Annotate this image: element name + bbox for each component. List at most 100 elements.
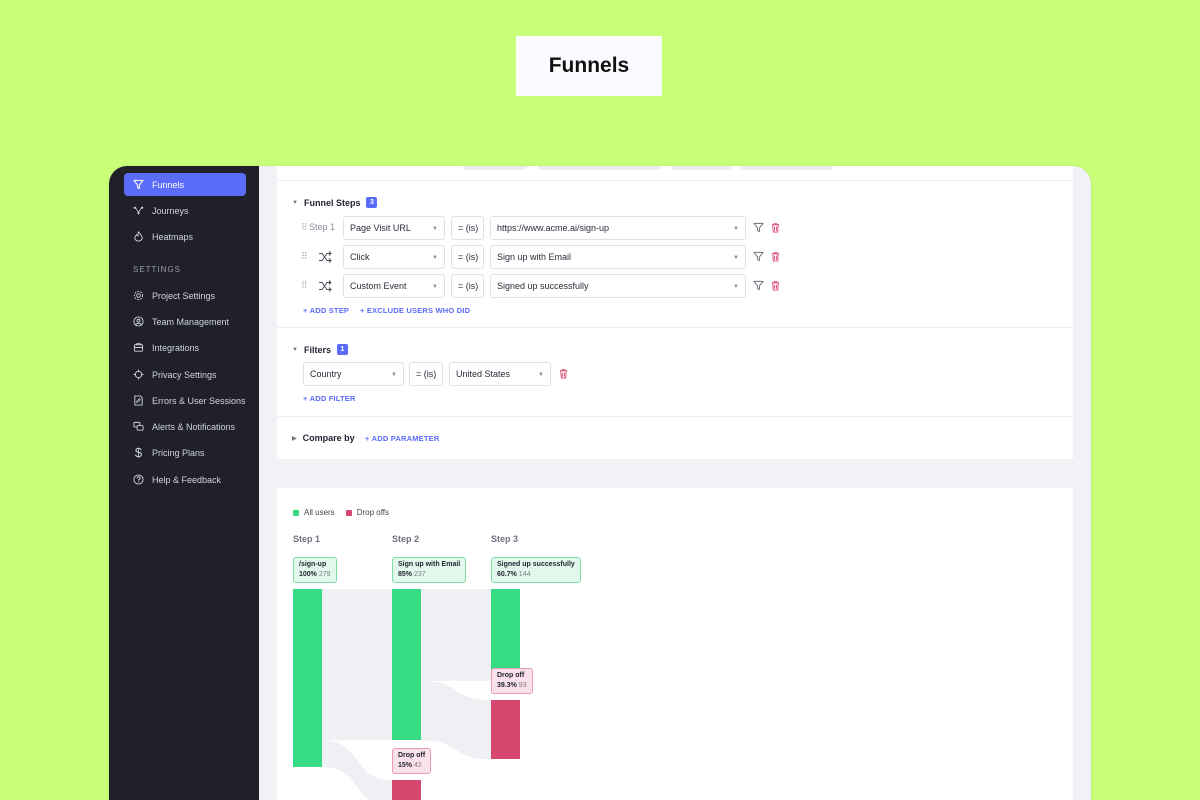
filter-icon[interactable]: [753, 222, 764, 233]
expand-caret-icon: ▶: [292, 435, 297, 442]
funnel-steps-header[interactable]: ▼ Funnel Steps 3: [292, 197, 378, 208]
select-value: Country: [310, 369, 342, 379]
journeys-icon: [133, 205, 144, 216]
step-column-label: Step 2: [392, 534, 420, 544]
step-value-select[interactable]: https://www.acme.ai/sign-up ▼: [490, 216, 746, 240]
filters-header[interactable]: ▼ Filters 1: [292, 344, 348, 355]
funnel-chart-panel: All users Drop offs Step 1 Step 2 Step 3…: [277, 488, 1073, 800]
step-operator-select[interactable]: = (is): [451, 216, 484, 240]
filter-property-select[interactable]: Country ▼: [303, 362, 404, 386]
chevron-down-icon: ▼: [733, 226, 739, 232]
funnel-steps-count-badge: 3: [366, 197, 378, 208]
shuffle-icon: [319, 251, 332, 263]
step-event-select[interactable]: Click ▼: [343, 245, 445, 269]
add-filter-link[interactable]: + ADD FILTER: [303, 394, 356, 403]
drag-handle-icon[interactable]: ⠿: [301, 251, 308, 261]
sidebar-item-label: Pricing Plans: [152, 447, 205, 458]
trash-icon[interactable]: [770, 222, 781, 233]
crosshair-icon: [133, 369, 144, 380]
user-circle-icon: [133, 316, 144, 327]
trash-icon[interactable]: [770, 280, 781, 291]
trash-icon[interactable]: [558, 368, 569, 379]
sidebar-item-alerts-notifications[interactable]: Alerts & Notifications: [124, 415, 246, 438]
sidebar-item-help-feedback[interactable]: Help & Feedback: [124, 468, 246, 491]
sidebar-item-privacy-settings[interactable]: Privacy Settings: [124, 363, 246, 386]
tab-strip-segment: [740, 166, 832, 170]
help-circle-icon: [133, 474, 144, 485]
dropoff-bar-step-3[interactable]: [491, 700, 520, 760]
sidebar-item-project-settings[interactable]: Project Settings: [124, 284, 246, 307]
step-operator-select[interactable]: = (is): [451, 245, 484, 269]
divider: [277, 327, 1073, 328]
settings-section-label: SETTINGS: [133, 265, 182, 274]
sidebar-item-errors-user-sessions[interactable]: Errors & User Sessions: [124, 389, 246, 412]
filters-title: Filters: [303, 344, 331, 355]
select-value: Click: [350, 252, 370, 262]
chevron-down-icon: ▼: [391, 372, 397, 378]
step-event-select[interactable]: Custom Event ▼: [343, 274, 445, 298]
drag-handle-icon[interactable]: ⠿: [301, 222, 308, 232]
tag-title: /sign-up: [299, 561, 327, 568]
chevron-down-icon: ▼: [432, 255, 438, 261]
tag-percent: 15%: [398, 762, 414, 769]
step-operator-select[interactable]: = (is): [451, 274, 484, 298]
filter-icon[interactable]: [753, 280, 764, 291]
sidebar-item-integrations[interactable]: Integrations: [124, 336, 246, 359]
select-value: = (is): [416, 369, 437, 379]
exclude-users-link[interactable]: + EXCLUDE USERS WHO DID: [360, 306, 471, 315]
dropoff-bar-step-2[interactable]: [392, 780, 421, 800]
dropoff-label-tag: Drop off 39.3% 93: [491, 668, 533, 694]
select-value: United States: [456, 369, 511, 379]
sidebar-item-label: Privacy Settings: [152, 369, 217, 380]
sidebar-item-label: Team Management: [152, 316, 230, 327]
legend-swatch-drop-offs: [345, 509, 352, 516]
sidebar-item-heatmaps[interactable]: Heatmaps: [124, 225, 246, 248]
divider: [277, 416, 1073, 417]
app-window: Funnels Journeys Heatmaps SETTINGS Proje…: [109, 166, 1091, 800]
chevron-down-icon: ▼: [733, 255, 739, 261]
step-value-select[interactable]: Signed up successfully ▼: [490, 274, 746, 298]
step-label-tag: /sign-up 100% 279: [293, 557, 337, 583]
select-value: Custom Event: [350, 281, 407, 291]
tag-count: 279: [318, 571, 331, 578]
sidebar: Funnels Journeys Heatmaps SETTINGS Proje…: [109, 166, 259, 800]
select-value: = (is): [458, 223, 479, 233]
compare-by-header[interactable]: ▶ Compare by: [292, 433, 355, 443]
funnel-bar-step-3[interactable]: [491, 589, 520, 681]
divider: [277, 180, 1073, 181]
sidebar-item-label: Journeys: [152, 205, 189, 216]
collapse-caret-icon: ▼: [292, 199, 298, 206]
filter-value-select[interactable]: United States ▼: [449, 362, 551, 386]
sidebar-item-label: Errors & User Sessions: [152, 395, 246, 406]
filter-operator-select[interactable]: = (is): [409, 362, 443, 386]
add-step-link[interactable]: + ADD STEP: [303, 306, 350, 315]
funnel-bar-step-1[interactable]: [293, 589, 322, 767]
chevron-down-icon: ▼: [432, 226, 438, 232]
sidebar-item-team-management[interactable]: Team Management: [124, 310, 246, 333]
tag-stats: 15% 42: [398, 761, 425, 771]
legend-drop-offs: Drop offs: [356, 508, 389, 517]
page-title-card: Funnels: [516, 36, 662, 96]
trash-icon[interactable]: [770, 251, 781, 262]
funnel-steps-title: Funnel Steps: [303, 197, 361, 208]
sidebar-item-funnels[interactable]: Funnels: [124, 173, 246, 196]
add-parameter-link[interactable]: + ADD PARAMETER: [365, 434, 440, 443]
funnel-bar-step-2[interactable]: [392, 589, 421, 741]
gear-icon: [133, 290, 144, 301]
tag-count: 237: [413, 571, 426, 578]
sidebar-item-label: Help & Feedback: [152, 474, 222, 485]
tag-stats: 85% 237: [398, 570, 460, 580]
sidebar-item-pricing-plans[interactable]: $ Pricing Plans: [124, 441, 246, 464]
funnel-flow-svg: [322, 589, 491, 800]
step-event-select[interactable]: Page Visit URL ▼: [343, 216, 445, 240]
filter-icon[interactable]: [753, 251, 764, 262]
tag-percent: 100%: [299, 571, 319, 578]
chat-bubbles-icon: [133, 421, 144, 432]
sidebar-item-journeys[interactable]: Journeys: [124, 199, 246, 222]
step-value-select[interactable]: Sign up with Email ▼: [490, 245, 746, 269]
tag-title: Sign up with Email: [398, 561, 461, 568]
drag-handle-icon[interactable]: ⠿: [301, 280, 308, 290]
main-content: ▼ Funnel Steps 3 ⠿ Step 1 Page Visit URL…: [259, 166, 1091, 800]
sidebar-item-label: Project Settings: [152, 290, 216, 301]
compare-by-title: Compare by: [302, 433, 355, 443]
